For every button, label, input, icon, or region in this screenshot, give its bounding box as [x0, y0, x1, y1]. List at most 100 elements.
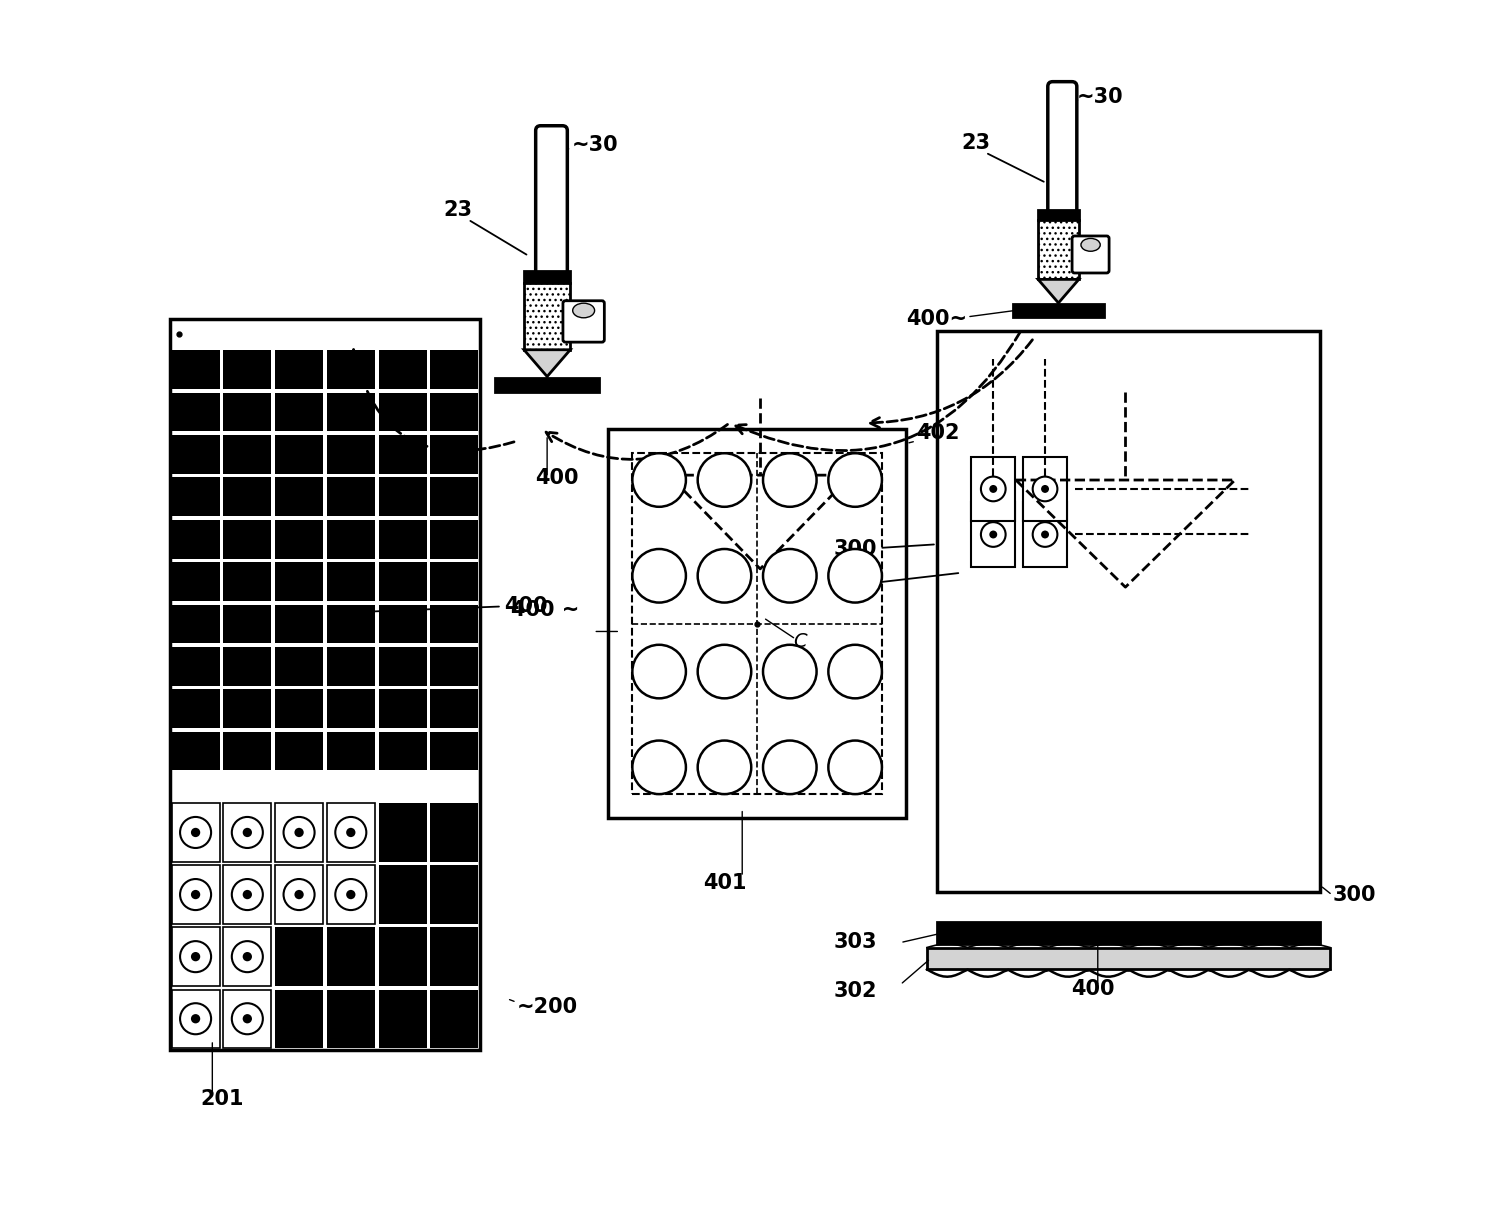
Text: 401: 401: [703, 873, 747, 893]
Circle shape: [242, 1014, 251, 1024]
FancyArrowPatch shape: [350, 350, 515, 451]
Bar: [275, 647, 323, 686]
Circle shape: [232, 879, 263, 910]
Circle shape: [697, 454, 751, 506]
Bar: [326, 520, 375, 559]
Bar: [172, 477, 220, 516]
Bar: [326, 477, 375, 516]
Bar: [275, 989, 323, 1048]
Bar: [378, 927, 426, 986]
Circle shape: [242, 951, 251, 961]
Text: 400 ~: 400 ~: [510, 600, 579, 620]
Bar: [633, 454, 883, 794]
Bar: [275, 563, 323, 600]
Bar: [172, 690, 220, 728]
Bar: [223, 393, 271, 432]
Text: C: C: [793, 632, 806, 651]
Bar: [223, 435, 271, 473]
Bar: [378, 563, 426, 600]
Text: 400: 400: [1071, 978, 1115, 999]
Bar: [495, 378, 598, 393]
Bar: [326, 866, 375, 923]
Circle shape: [981, 522, 1005, 547]
Bar: [524, 283, 570, 350]
Bar: [223, 690, 271, 728]
Bar: [378, 435, 426, 473]
Bar: [326, 393, 375, 432]
Circle shape: [180, 879, 211, 910]
Bar: [223, 477, 271, 516]
Circle shape: [346, 828, 356, 837]
Ellipse shape: [1082, 238, 1100, 251]
Text: 400: 400: [374, 596, 548, 615]
Bar: [223, 804, 271, 862]
Circle shape: [829, 741, 883, 794]
Bar: [1038, 220, 1079, 279]
Circle shape: [633, 645, 685, 698]
Bar: [431, 604, 479, 643]
Circle shape: [295, 890, 304, 899]
Bar: [326, 435, 375, 473]
Bar: [1013, 305, 1104, 317]
Bar: [378, 731, 426, 770]
Bar: [378, 477, 426, 516]
Circle shape: [346, 890, 356, 899]
Ellipse shape: [573, 303, 594, 318]
Circle shape: [989, 486, 998, 493]
Text: 201: 201: [200, 1088, 244, 1108]
Bar: [524, 270, 570, 283]
Bar: [172, 604, 220, 643]
Circle shape: [242, 890, 251, 899]
Bar: [172, 563, 220, 600]
Bar: [431, 866, 479, 923]
Bar: [275, 435, 323, 473]
Circle shape: [1041, 531, 1049, 538]
Bar: [928, 948, 1330, 970]
Bar: [172, 731, 220, 770]
Bar: [172, 989, 220, 1048]
Circle shape: [284, 879, 314, 910]
Text: 400: 400: [536, 467, 579, 488]
Circle shape: [633, 549, 685, 603]
Bar: [172, 927, 220, 986]
Bar: [431, 690, 479, 728]
Bar: [326, 690, 375, 728]
Bar: [1038, 209, 1079, 220]
Bar: [378, 647, 426, 686]
Circle shape: [232, 942, 263, 972]
Circle shape: [295, 828, 304, 837]
Polygon shape: [524, 350, 570, 377]
Text: ~30: ~30: [571, 136, 618, 155]
Circle shape: [697, 741, 751, 794]
Circle shape: [829, 454, 883, 506]
Text: 300: 300: [833, 539, 934, 559]
Bar: [378, 604, 426, 643]
Circle shape: [242, 828, 251, 837]
Circle shape: [763, 645, 817, 698]
FancyBboxPatch shape: [1073, 236, 1109, 273]
Text: 303: 303: [833, 932, 877, 951]
FancyBboxPatch shape: [562, 301, 604, 342]
Bar: [275, 477, 323, 516]
Bar: [172, 350, 220, 389]
Bar: [326, 604, 375, 643]
Bar: [378, 989, 426, 1048]
Bar: [172, 804, 220, 862]
Bar: [275, 927, 323, 986]
Bar: [172, 647, 220, 686]
Bar: [431, 435, 479, 473]
Text: ~30: ~30: [1077, 87, 1123, 106]
Bar: [936, 922, 1319, 944]
Circle shape: [335, 879, 367, 910]
Bar: [326, 647, 375, 686]
Bar: [223, 604, 271, 643]
Polygon shape: [1038, 279, 1079, 303]
FancyArrowPatch shape: [546, 424, 727, 460]
Text: 23: 23: [960, 133, 990, 153]
Circle shape: [763, 741, 817, 794]
Bar: [326, 989, 375, 1048]
Circle shape: [1041, 486, 1049, 493]
Bar: [431, 563, 479, 600]
Bar: [326, 731, 375, 770]
Text: 300: 300: [1333, 885, 1376, 905]
